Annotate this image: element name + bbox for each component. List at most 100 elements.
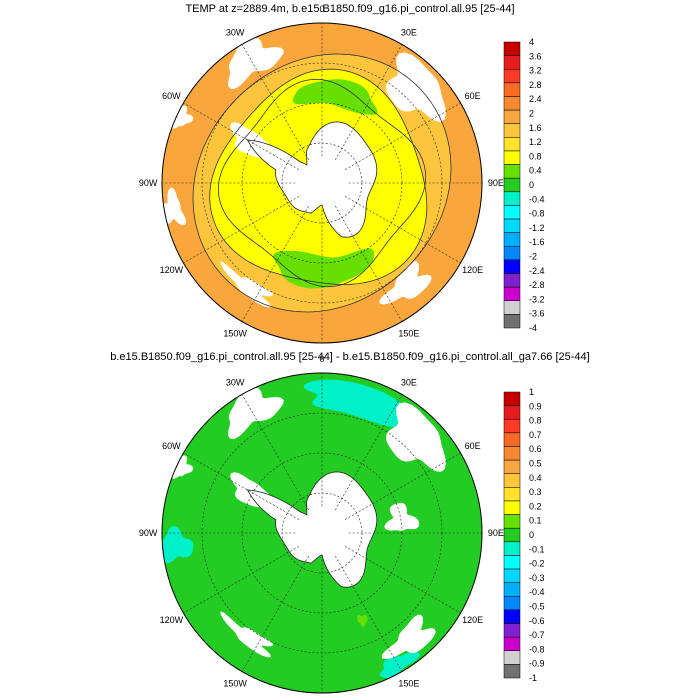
colorbar-label: -0.3 — [529, 573, 545, 583]
colorbar-label: -0.8 — [529, 209, 545, 219]
colorbar-label: -1.6 — [529, 237, 545, 247]
colorbar-label: -0.1 — [529, 544, 545, 554]
map-boundary — [161, 22, 483, 344]
colorbar-label: 0.1 — [529, 516, 542, 526]
colorbar-swatch — [503, 664, 521, 679]
colorbar: 1 0.9 0.8 0.7 0.6 0.5 0.4 0.3 0.2 0.1 0 -0.1 -0.2 -0.… — [503, 387, 545, 683]
colorbar-label: 1 — [529, 387, 534, 397]
longitude-label: 90E — [488, 528, 504, 538]
longitude-label: 120E — [462, 615, 483, 625]
colorbar-label: 0.2 — [529, 501, 542, 511]
longitude-label: 30E — [401, 27, 417, 37]
colorbar-swatch — [503, 636, 521, 652]
longitude-label: 60W — [162, 91, 181, 101]
colorbar-label: -2.8 — [529, 280, 545, 290]
longitude-label: 150W — [223, 679, 247, 689]
missing-region — [381, 614, 436, 660]
colorbar-swatch — [503, 286, 521, 302]
missing-region — [162, 187, 187, 226]
colorbar-swatch — [503, 41, 521, 56]
colorbar-swatch — [503, 191, 521, 206]
colorbar-swatch — [503, 137, 521, 152]
colorbar-label: 0 — [529, 530, 534, 540]
difference-polar-map: 030E60E90E120E150E180150W120W90W60W30W10… — [139, 354, 545, 694]
longitude-label: 60E — [465, 91, 481, 101]
cold-water-patch-pacific — [273, 248, 375, 289]
negative-anomaly-region — [303, 379, 436, 452]
colorbar-label: -3.2 — [529, 294, 545, 304]
colorbar-label: 3.6 — [529, 51, 542, 61]
colorbar-swatch — [503, 246, 521, 261]
longitude-label: 30W — [226, 27, 245, 37]
colorbar-swatch — [503, 623, 521, 638]
colorbar-swatch — [503, 541, 521, 556]
colorbar-swatch — [503, 418, 521, 434]
colorbar-label: 3.2 — [529, 66, 542, 76]
graticule — [162, 373, 482, 693]
colorbar-swatch — [503, 487, 521, 502]
missing-region — [220, 611, 274, 658]
colorbar-swatch — [503, 273, 521, 288]
longitude-label: 150E — [398, 329, 419, 339]
colorbar-swatch — [503, 150, 521, 165]
colorbar-label: -0.7 — [529, 630, 545, 640]
plot-title-2: b.e15.B1850.f09_g16.pi_control.all.95 [2… — [110, 351, 590, 363]
colorbar-label: -4 — [529, 323, 537, 333]
longitude-label: 30E — [401, 377, 417, 387]
antarctica-land — [246, 121, 378, 238]
longitude-label: 90E — [488, 178, 504, 188]
plot-title-1: TEMP at z=2889.4m, b.e15.B1850.f09_g16.p… — [185, 3, 515, 15]
colorbar-swatch — [503, 596, 521, 611]
missing-region — [384, 502, 420, 531]
missing-region — [379, 261, 432, 305]
negative-anomaly-region — [162, 526, 194, 564]
colorbar-label: 0.9 — [529, 401, 542, 411]
colorbar-label: -0.4 — [529, 587, 545, 597]
colorbar-swatch — [503, 259, 521, 274]
longitude-label: 60W — [162, 441, 181, 451]
colorbar-swatch — [503, 514, 521, 529]
colorbar-swatch — [503, 109, 521, 124]
colorbar-swatch — [503, 555, 521, 570]
colorbar-label: -3.6 — [529, 309, 545, 319]
colorbar-label: 0 — [529, 180, 534, 190]
colorbar-label: 2.4 — [529, 94, 542, 104]
colorbar-label: 0.3 — [529, 487, 542, 497]
colorbar-label: -0.9 — [529, 659, 545, 669]
longitude-label: 60E — [465, 441, 481, 451]
missing-region — [385, 402, 446, 472]
longitude-label: 120W — [160, 615, 184, 625]
colorbar-swatch — [503, 82, 521, 97]
colorbar-swatch — [503, 582, 521, 597]
colorbar-swatch — [503, 527, 521, 543]
colorbar-swatch — [503, 164, 521, 179]
colorbar-label: 2.8 — [529, 80, 542, 90]
cold-water-patch-atlantic — [292, 79, 378, 115]
colorbar-swatch — [503, 205, 521, 220]
colorbar-label: 0.5 — [529, 459, 542, 469]
antarctica-land — [246, 471, 378, 588]
longitude-label: 0 — [319, 354, 324, 364]
temperature-polar-map: 030E60E90E120E150E180150W120W90W60W30W43… — [139, 4, 545, 344]
colorbar-label: -0.5 — [529, 602, 545, 612]
colorbar-swatch — [503, 609, 521, 624]
longitude-label: 120E — [462, 265, 483, 275]
colorbar-swatch — [503, 459, 521, 474]
colorbar-label: 2 — [529, 109, 534, 119]
colorbar-swatch — [503, 55, 521, 70]
colorbar-label: 4 — [529, 37, 534, 47]
colorbar-swatch — [503, 473, 521, 488]
colorbar-label: -1.2 — [529, 223, 545, 233]
colorbar-swatch — [503, 123, 521, 138]
colorbar-label: -1 — [529, 673, 537, 683]
colorbar-swatch — [503, 391, 521, 406]
missing-region — [228, 37, 284, 90]
map-boundary — [161, 372, 483, 694]
longitude-label: 30W — [226, 377, 245, 387]
colorbar-swatch — [503, 218, 521, 233]
graticule — [162, 23, 482, 343]
map-field — [162, 23, 482, 343]
longitude-label: 0 — [319, 4, 324, 14]
colorbar-label: -0.4 — [529, 194, 545, 204]
colorbar-label: 0.8 — [529, 151, 542, 161]
